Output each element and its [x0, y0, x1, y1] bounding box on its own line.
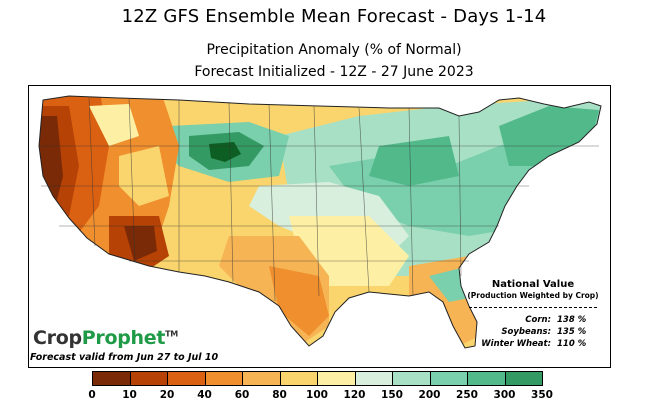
legend-swatch	[468, 372, 506, 385]
legend-tick-label: 80	[272, 389, 287, 401]
legend-swatch	[130, 372, 168, 385]
legend-tick-label: 350	[531, 389, 553, 401]
national-value-title: National Value	[491, 279, 575, 290]
map-title: 12Z GFS Ensemble Mean Forecast - Days 1-…	[121, 6, 547, 27]
legend-swatch	[280, 372, 318, 385]
legend-swatch	[505, 372, 542, 385]
legend-swatch	[168, 372, 206, 385]
divider	[469, 307, 597, 308]
cropprophet-logo: CropProphetTM	[33, 327, 178, 349]
legend-tick-label: 300	[493, 389, 516, 401]
national-value-subtitle: (Production Weighted by Crop)	[467, 291, 599, 300]
legend-tick-label: 10	[122, 389, 137, 401]
us-map-svg	[38, 95, 602, 349]
legend-tick-label: 120	[343, 389, 366, 401]
legend-tick-label: 40	[197, 389, 212, 401]
legend-tick-label: 150	[381, 389, 403, 401]
map-subtitle: Precipitation Anomaly (% of Normal)	[206, 42, 462, 58]
legend-swatch	[430, 372, 468, 385]
national-value-row-soybeans: Soybeans: 135 %	[501, 327, 587, 337]
legend-tick-label: 0	[88, 389, 96, 401]
precip-anomaly-map	[28, 85, 611, 368]
national-value-row-winter-wheat: Winter Wheat: 110 %	[481, 339, 587, 349]
legend-tick-label: 250	[456, 389, 478, 401]
color-legend	[92, 371, 543, 386]
legend-swatch	[243, 372, 281, 385]
legend-swatch	[355, 372, 393, 385]
valid-date-range: Forecast valid from Jun 27 to Jul 10	[30, 352, 219, 363]
legend-swatch	[93, 372, 131, 385]
national-value-box: National Value (Production Weighted by C…	[463, 279, 603, 350]
legend-tick-label: 60	[234, 389, 250, 401]
legend-tick-label: 20	[159, 389, 175, 401]
legend-swatch	[205, 372, 243, 385]
legend-tick-label: 100	[306, 389, 328, 401]
national-value-row-corn: Corn: 138 %	[525, 315, 587, 325]
legend-swatch	[318, 372, 356, 385]
legend-tick-label: 200	[418, 389, 441, 401]
forecast-init-subtitle: Forecast Initialized - 12Z - 27 June 202…	[194, 64, 474, 80]
legend-ticks: 0 10 20 40 60 80 100 120 150 200 250 300 350	[0, 389, 668, 403]
legend-swatch	[393, 372, 431, 385]
